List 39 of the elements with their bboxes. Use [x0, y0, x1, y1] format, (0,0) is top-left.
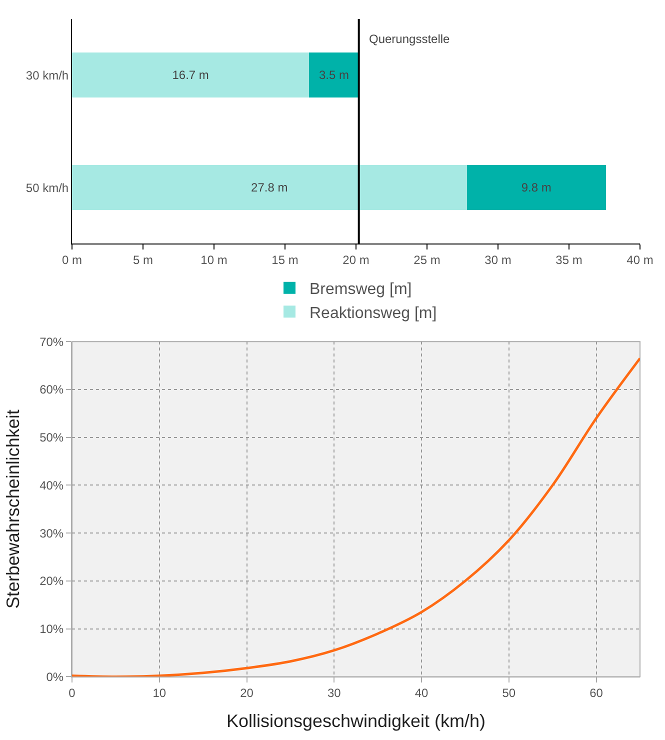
y-tick-label: 40% [40, 478, 64, 492]
x-axis-title: Kollisionsgeschwindigkeit (km/h) [226, 711, 486, 732]
x-tick-label: 30 [327, 686, 342, 700]
y-axis-title: Sterbewahrscheinlichkeit [2, 410, 23, 609]
y-tick-label: 30 km/h [26, 68, 69, 82]
data-label: 27.8 m [251, 180, 288, 195]
y-tick-label: 70% [40, 334, 64, 349]
y-tick-label: 10% [40, 622, 64, 636]
data-label: 3.5 m [318, 68, 349, 82]
bar [72, 165, 467, 210]
x-tick-label: 10 m [200, 253, 228, 268]
bar [309, 52, 359, 98]
bar [466, 165, 606, 210]
y-tick-label: 60% [40, 382, 64, 397]
x-tick-label: 10 [152, 686, 166, 700]
x-tick-label: 5 m [132, 253, 154, 268]
ref-line-label: Querungsstelle [369, 32, 450, 46]
x-tick-label: 0 [68, 686, 76, 700]
x-tick-label: 35 m [556, 253, 582, 268]
x-tick-label: 15 m [272, 253, 298, 268]
x-tick-label: 25 m [414, 253, 440, 268]
x-tick-label: 0 m [62, 253, 82, 268]
x-tick-label: 20 m [342, 253, 370, 268]
y-tick-label: 50% [40, 430, 64, 445]
y-tick-label: 20% [40, 574, 64, 588]
legend-label: Reaktionsweg [m] [310, 304, 437, 322]
x-tick-label: 20 [240, 686, 254, 700]
data-label: 16.7 m [172, 68, 209, 82]
x-tick-label: 60 [590, 686, 604, 700]
y-tick-label: 50 km/h [26, 180, 69, 195]
bar [72, 52, 310, 98]
legend-label: Bremsweg [m] [310, 281, 412, 298]
y-tick-label: 0% [46, 670, 64, 684]
x-tick-label: 40 [414, 686, 429, 700]
x-tick-label: 50 [502, 686, 516, 700]
x-tick-label: 40 m [626, 253, 654, 268]
y-tick-label: 30% [40, 526, 64, 540]
data-label: 9.8 m [521, 180, 552, 195]
x-tick-label: 30 m [484, 253, 512, 268]
